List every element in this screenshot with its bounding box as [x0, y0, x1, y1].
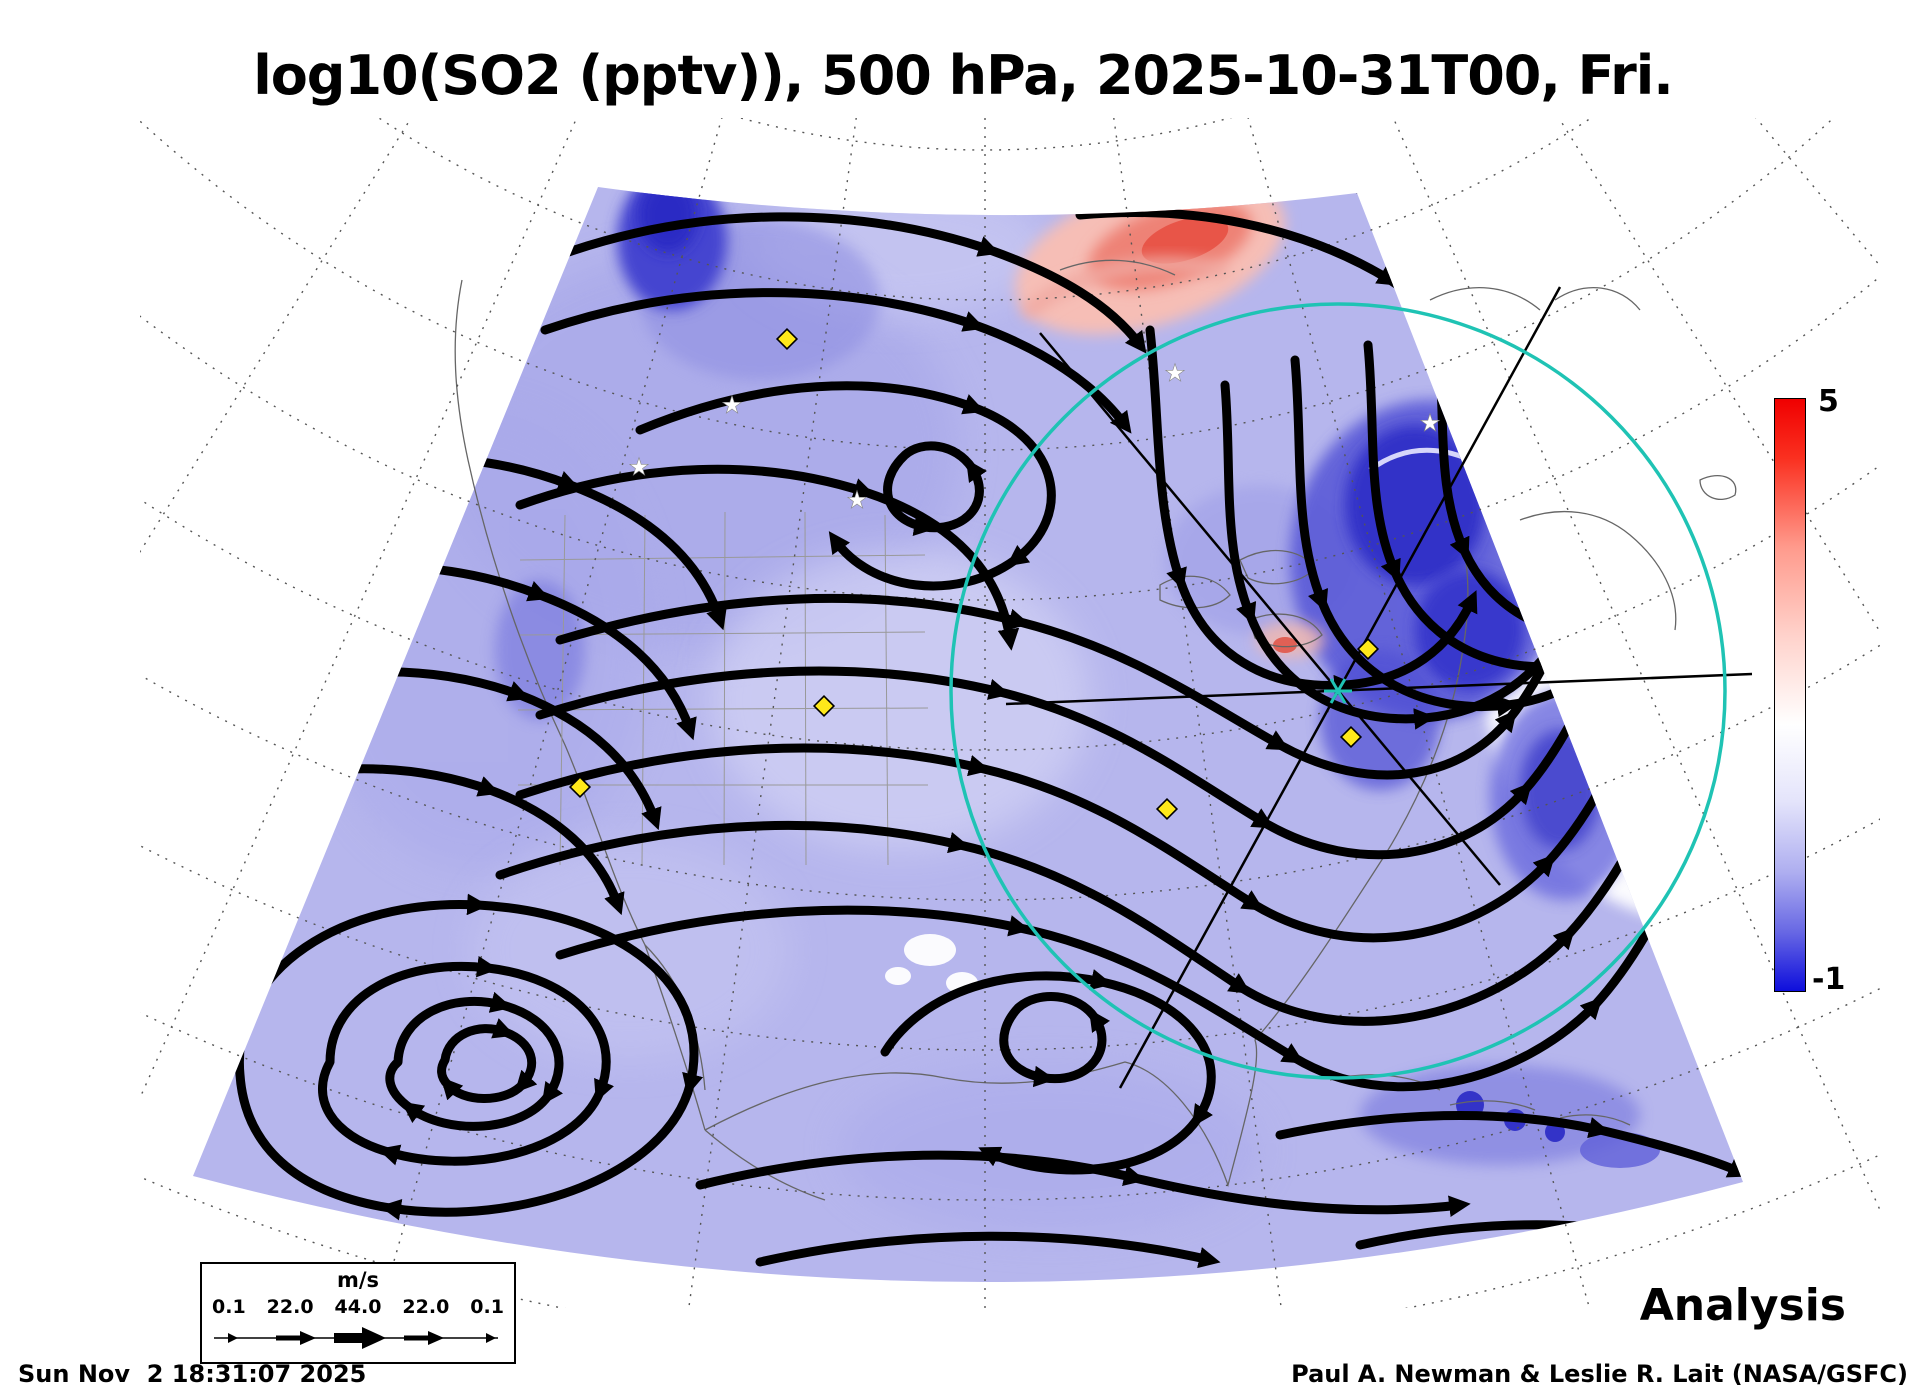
range-ring — [949, 302, 1727, 1080]
wind-arrow-scale-icon — [214, 1327, 498, 1349]
wind-speed-value: 22.0 — [266, 1296, 314, 1318]
source-asterisk-icon — [1324, 678, 1352, 704]
wind-speed-value: 0.1 — [470, 1296, 504, 1318]
station-marker-icon — [1339, 725, 1363, 749]
wind-speed-value: 0.1 — [212, 1296, 246, 1318]
station-marker-icon — [1356, 637, 1380, 661]
credit-line: Paul A. Newman & Leslie R. Lait (NASA/GS… — [1291, 1360, 1908, 1388]
city-star-markers: ★ ★ ★ ★ ★ — [628, 359, 1441, 515]
station-marker-icon — [1155, 797, 1179, 821]
colorbar-max-label: 5 — [1818, 384, 1839, 419]
wind-speed-value: 44.0 — [334, 1296, 382, 1318]
colorbar-min-label: -1 — [1812, 962, 1846, 997]
city-star-icon: ★ — [628, 453, 650, 481]
station-markers — [568, 327, 1380, 821]
city-star-icon: ★ — [846, 486, 868, 514]
wind-speed-values: 0.1 22.0 44.0 22.0 0.1 — [212, 1296, 504, 1318]
station-marker-icon — [775, 327, 799, 351]
wind-units-label: m/s — [336, 1268, 380, 1292]
station-marker-icon — [812, 694, 836, 718]
page-title: log10(SO2 (pptv)), 500 hPa, 2025-10-31T0… — [253, 44, 1674, 107]
city-star-icon: ★ — [721, 391, 743, 419]
city-star-icon: ★ — [1164, 359, 1186, 387]
wind-speed-legend: m/s 0.1 22.0 44.0 22.0 0.1 — [200, 1262, 516, 1364]
colorbar — [1774, 398, 1806, 992]
city-star-icon: ★ — [1419, 409, 1441, 437]
analysis-label: Analysis — [1639, 1280, 1846, 1331]
station-marker-icon — [568, 775, 592, 799]
wind-speed-value: 22.0 — [402, 1296, 450, 1318]
creation-timestamp: Sun Nov 2 18:31:07 2025 — [18, 1360, 367, 1388]
